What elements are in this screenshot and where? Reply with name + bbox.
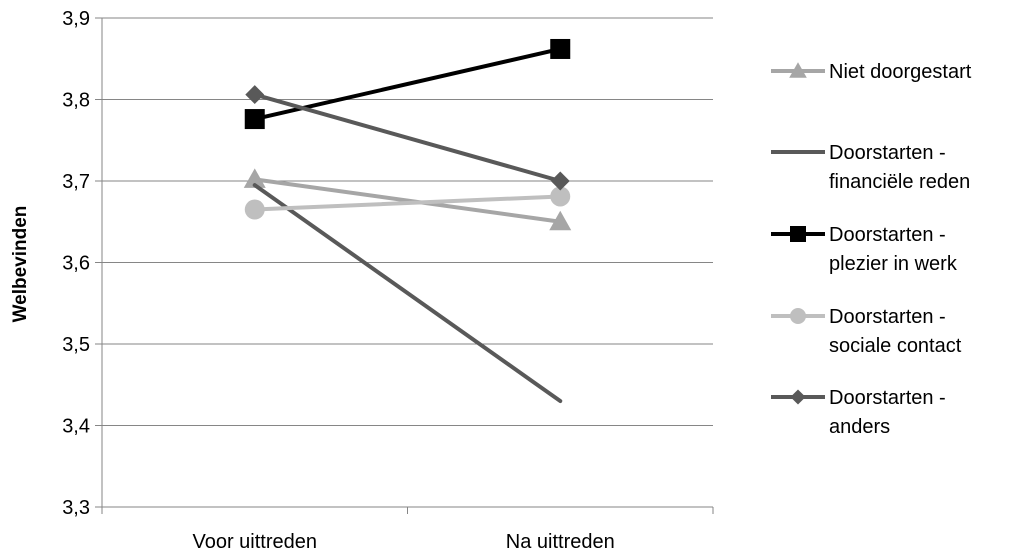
legend-label: Doorstarten -anders xyxy=(829,387,946,438)
square-marker xyxy=(550,38,571,59)
y-tick-label: 3,5 xyxy=(62,334,90,356)
diamond-marker xyxy=(550,171,570,191)
series-line xyxy=(252,92,563,183)
y-tick-label: 3,7 xyxy=(62,171,90,193)
legend-label: Doorstarten -financiële reden xyxy=(829,142,970,193)
series-line xyxy=(252,177,563,224)
x-tick-labels: Voor uittreden Na uittreden xyxy=(192,531,614,553)
legend-item: Doorstarten -financiële reden xyxy=(771,142,970,193)
triangle-marker xyxy=(549,210,572,231)
circle-marker xyxy=(550,186,571,207)
circle-marker xyxy=(244,199,265,220)
legend-item: Niet doorgestart xyxy=(771,61,972,83)
legend-label: Doorstarten -plezier in werk xyxy=(829,224,958,275)
y-tick-label: 3,3 xyxy=(62,497,90,519)
legend-item: Doorstarten -anders xyxy=(771,387,946,438)
series-line xyxy=(252,183,563,404)
series-3 xyxy=(244,186,571,220)
triangle-marker xyxy=(789,62,807,78)
series-line xyxy=(252,194,563,212)
series-1 xyxy=(252,183,563,404)
y-tick-label: 3,9 xyxy=(62,8,90,30)
series-0 xyxy=(243,168,572,231)
gridlines xyxy=(102,17,713,426)
diamond-marker xyxy=(790,389,806,405)
y-tick-label: 3,8 xyxy=(62,90,90,112)
x-tick-label: Voor uittreden xyxy=(192,531,317,553)
legend-item: Doorstarten -sociale contact xyxy=(771,306,962,357)
circle-marker xyxy=(790,308,806,324)
y-tick-label: 3,6 xyxy=(62,253,90,275)
legend-label: Doorstarten -sociale contact xyxy=(829,306,962,357)
triangle-marker xyxy=(243,168,266,188)
y-tick-label: 3,4 xyxy=(62,416,90,438)
series-group xyxy=(243,38,572,404)
square-marker xyxy=(790,226,806,242)
x-tick-label: Na uittreden xyxy=(506,531,615,553)
legend-label: Niet doorgestart xyxy=(829,61,972,83)
y-axis-label: Welbevinden xyxy=(10,206,31,323)
diamond-marker xyxy=(245,85,265,105)
series-4 xyxy=(245,85,570,191)
square-marker xyxy=(244,109,265,130)
legend: Niet doorgestart Doorstarten -financiële … xyxy=(771,61,972,438)
y-tick-labels: 3,3 3,4 3,5 3,6 3,7 3,8 3,9 xyxy=(62,8,90,519)
legend-item: Doorstarten -plezier in werk xyxy=(771,224,958,275)
axes xyxy=(95,17,714,514)
series-2 xyxy=(244,38,571,130)
